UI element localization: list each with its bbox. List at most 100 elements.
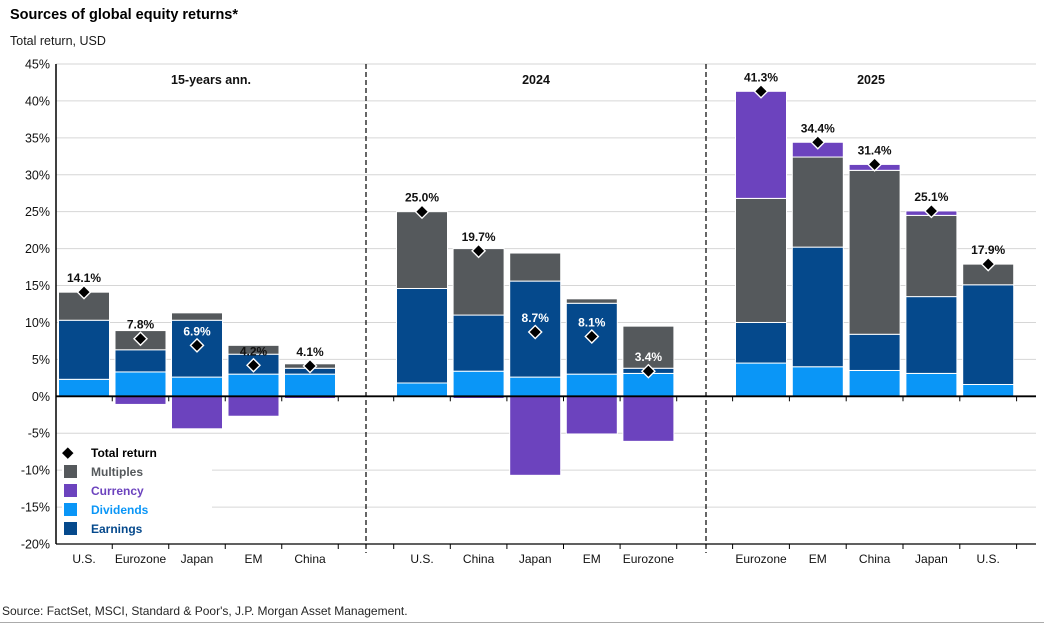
y-axis-label: -5% bbox=[28, 427, 50, 441]
bar-segment-earnings bbox=[905, 296, 958, 374]
legend-label: Dividends bbox=[91, 502, 149, 517]
bar-segment-multiples bbox=[565, 298, 618, 304]
category-label: China bbox=[859, 552, 891, 566]
bar-segment-currency bbox=[114, 395, 167, 405]
legend-item: Multiples bbox=[62, 462, 212, 481]
total-return-marker bbox=[414, 204, 430, 220]
bar-segment-dividends bbox=[791, 366, 844, 397]
total-return-marker bbox=[246, 357, 261, 373]
legend-label: Total return bbox=[91, 445, 157, 460]
category-label: EM bbox=[583, 552, 601, 566]
y-axis-label: 15% bbox=[25, 279, 50, 293]
bar-segment-multiples bbox=[452, 248, 505, 316]
bar-segment-dividends bbox=[58, 378, 110, 397]
square-icon bbox=[62, 522, 84, 535]
bar-segment-dividends bbox=[735, 362, 787, 397]
bar-segment-earnings bbox=[58, 319, 110, 380]
value-label: 34.4% bbox=[801, 121, 835, 135]
value-label: 8.7% bbox=[522, 311, 550, 325]
bottom-divider bbox=[0, 622, 1044, 623]
category-label: EM bbox=[245, 552, 263, 566]
bar-segment-dividends bbox=[848, 369, 901, 397]
category-label: U.S. bbox=[72, 552, 95, 566]
bar-segment-multiples bbox=[848, 169, 901, 335]
y-axis-label: 40% bbox=[25, 94, 50, 108]
total-return-marker bbox=[189, 337, 205, 353]
bar-segment-earnings bbox=[452, 314, 505, 372]
total-return-marker bbox=[584, 328, 600, 344]
bar-segment-multiples bbox=[396, 211, 448, 289]
bar-segment-dividends bbox=[227, 373, 280, 397]
bar-segment-multiples bbox=[791, 156, 844, 248]
total-return-marker bbox=[810, 134, 826, 150]
bar-segment-dividends bbox=[509, 376, 562, 397]
bar-segment-earnings bbox=[791, 246, 844, 368]
category-label: Japan bbox=[915, 552, 948, 566]
y-axis-label: 30% bbox=[25, 168, 50, 182]
bar-segment-multiples bbox=[227, 344, 280, 355]
bar-segment-multiples bbox=[171, 312, 223, 321]
bar-segment-multiples bbox=[622, 325, 675, 369]
diamond-icon: ◆ bbox=[62, 444, 74, 461]
legend-item: Dividends bbox=[62, 500, 212, 519]
bar-segment-dividends bbox=[905, 372, 958, 397]
bar-segment-dividends bbox=[284, 373, 336, 397]
value-label: 8.1% bbox=[578, 315, 606, 329]
stacked-bar-chart: -20% -15% -10% -5% 0% 5% 10% 15% 20% 25% 30% 35% 40%… bbox=[21, 57, 1036, 566]
total-return-marker bbox=[980, 256, 996, 272]
total-return-marker bbox=[76, 284, 92, 300]
value-label: 31.4% bbox=[858, 143, 892, 157]
value-label: 19.7% bbox=[462, 230, 496, 244]
legend-label: Multiples bbox=[91, 464, 144, 479]
y-axis-label: 35% bbox=[25, 131, 50, 145]
value-label: 14.1% bbox=[67, 271, 101, 285]
y-axis-label: -20% bbox=[21, 537, 50, 551]
category-label: Eurozone bbox=[115, 552, 167, 566]
bar-segment-currency bbox=[509, 395, 562, 476]
category-label: Eurozone bbox=[623, 552, 675, 566]
bar-segment-earnings bbox=[848, 333, 901, 371]
bar-segment-dividends bbox=[171, 376, 223, 397]
panel-header: 2025 bbox=[857, 73, 885, 87]
category-label: China bbox=[463, 552, 495, 566]
y-axis-label: 45% bbox=[25, 57, 50, 71]
total-return-marker bbox=[640, 363, 656, 379]
bar-segment-multiples bbox=[509, 252, 562, 282]
legend-label: Currency bbox=[91, 483, 144, 498]
value-label: 25.1% bbox=[914, 190, 948, 204]
total-return-marker bbox=[923, 203, 939, 219]
y-axis-label: 0% bbox=[32, 390, 50, 404]
value-label: 17.9% bbox=[971, 243, 1005, 257]
total-return-marker bbox=[302, 358, 318, 374]
y-axis-label: 5% bbox=[32, 353, 50, 367]
y-axis-label: 10% bbox=[25, 316, 50, 330]
bar-segment-currency bbox=[565, 395, 618, 435]
legend-label: Earnings bbox=[91, 521, 143, 536]
bar-segment-earnings bbox=[396, 287, 448, 384]
category-label: Eurozone bbox=[735, 552, 787, 566]
value-label: 4.2% bbox=[240, 344, 268, 358]
legend-item: ◆ Total return bbox=[62, 443, 212, 462]
y-axis-label: -10% bbox=[21, 464, 50, 478]
bar-segment-dividends bbox=[452, 370, 505, 397]
legend-item: Earnings bbox=[62, 519, 212, 538]
bar-segment-earnings bbox=[962, 284, 1015, 385]
total-return-marker bbox=[867, 156, 883, 172]
value-label: 41.3% bbox=[744, 70, 778, 84]
category-label: Japan bbox=[519, 552, 552, 566]
bar-segment-currency bbox=[622, 395, 675, 442]
bar-segment-dividends bbox=[962, 383, 1015, 397]
total-return-marker bbox=[471, 243, 487, 259]
value-label: 6.9% bbox=[183, 324, 211, 338]
value-label: 7.8% bbox=[127, 318, 155, 332]
source-note: Source: FactSet, MSCI, Standard & Poor's… bbox=[2, 604, 408, 618]
bar-segment-currency bbox=[171, 395, 223, 430]
chart-title: Sources of global equity returns* bbox=[10, 7, 239, 23]
panel-header: 15-years ann. bbox=[171, 73, 251, 87]
value-label: 25.0% bbox=[405, 191, 439, 205]
value-label: 4.1% bbox=[296, 345, 324, 359]
bar-segment-currency bbox=[735, 90, 787, 199]
y-axis-label: 25% bbox=[25, 205, 50, 219]
bar-segment-earnings bbox=[114, 349, 167, 373]
bar-segment-dividends bbox=[114, 371, 167, 397]
